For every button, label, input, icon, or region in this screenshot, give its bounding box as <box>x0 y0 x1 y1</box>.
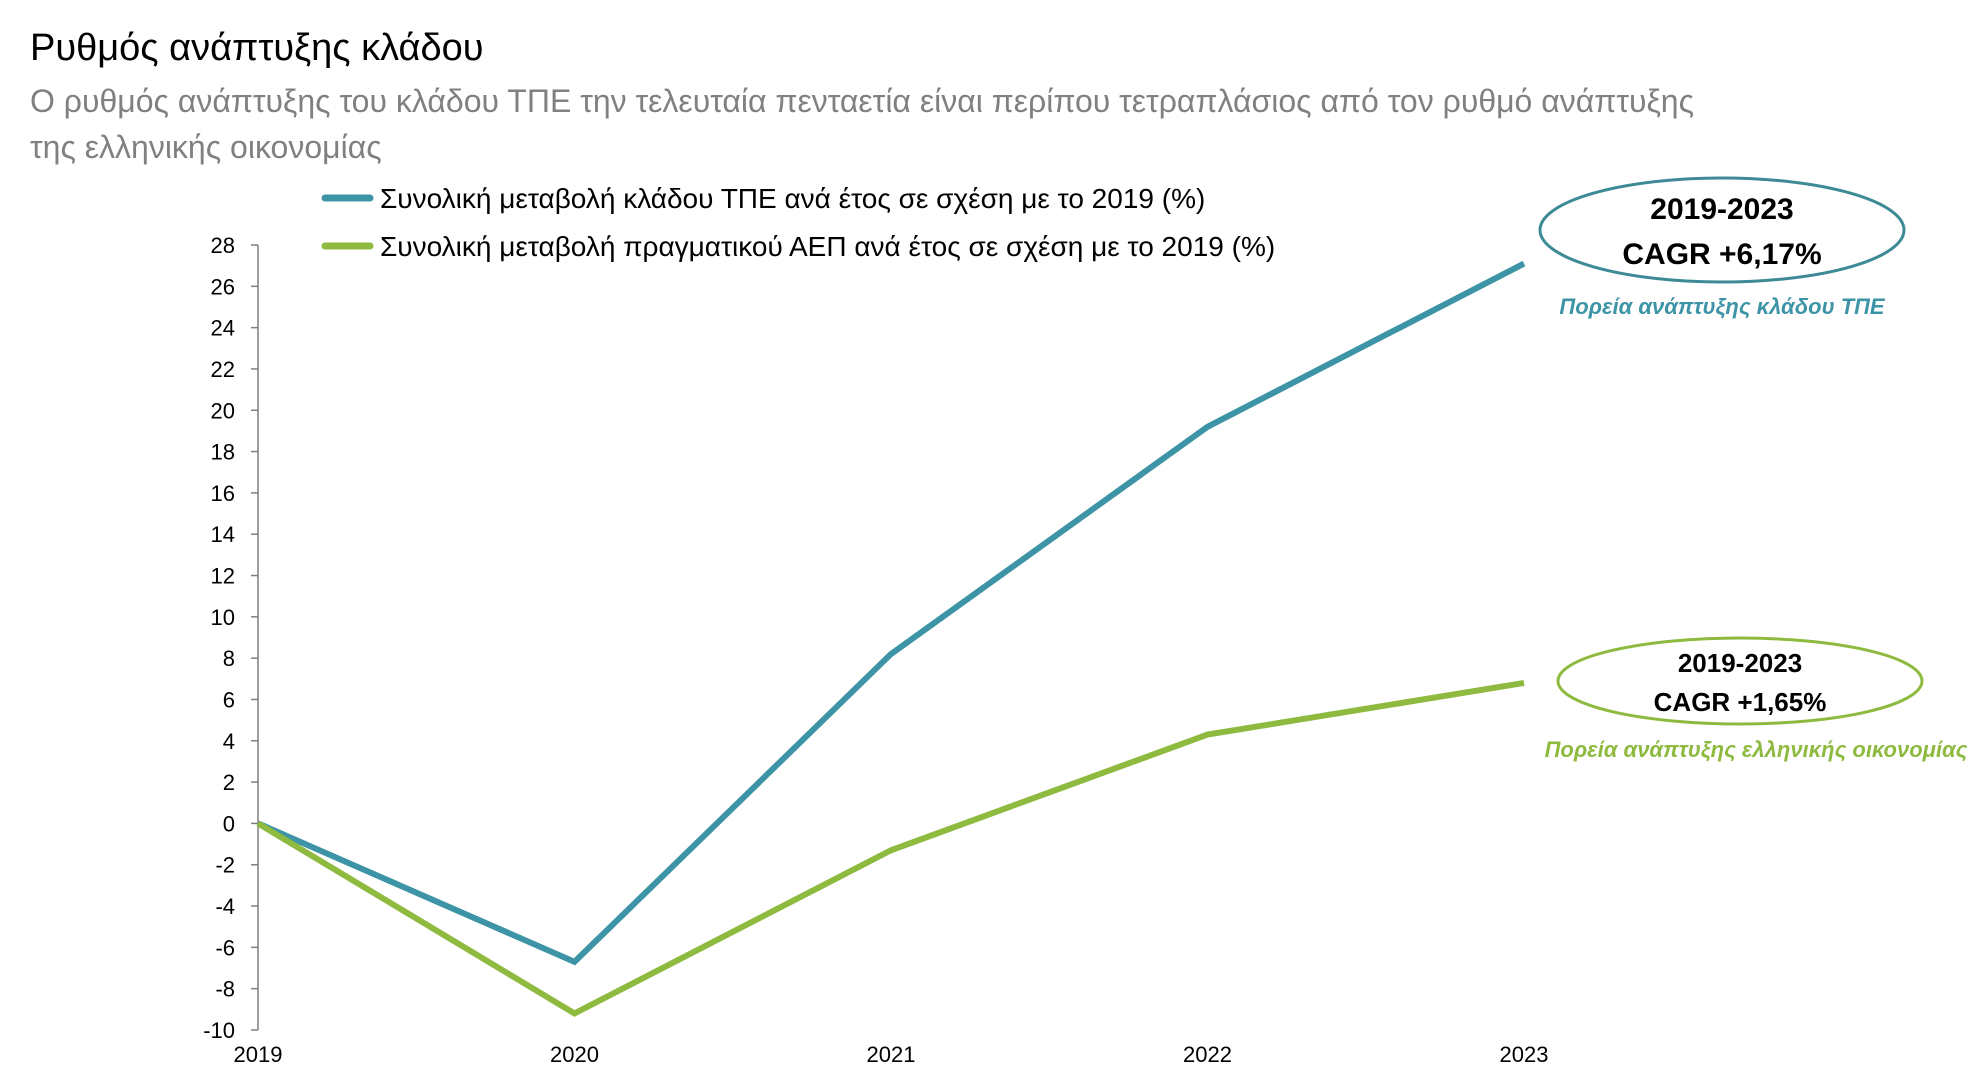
annotation-period-ict: 2019-2023 <box>1650 193 1793 226</box>
annotation-period-gdp: 2019-2023 <box>1678 648 1802 678</box>
y-tick-label: 26 <box>211 274 235 299</box>
y-tick-label: 18 <box>211 440 235 465</box>
y-tick-label: -8 <box>215 977 235 1002</box>
series-lines <box>256 260 1526 1017</box>
y-tick-label: 24 <box>211 316 235 341</box>
legend-label-ict: Συνολική μεταβολή κλάδου ΤΠΕ ανά έτος σε… <box>380 183 1205 214</box>
y-tick-label: 22 <box>211 357 235 382</box>
series-line-ict <box>256 260 1526 966</box>
y-tick-label: 6 <box>223 687 235 712</box>
y-tick-label: 2 <box>223 770 235 795</box>
annotation-caption-gdp: Πορεία ανάπτυξης ελληνικής οικονομίας <box>1545 737 1968 762</box>
y-tick-label: 20 <box>211 398 235 423</box>
axes: 2826242220181614121086420-2-4-6-8-102019… <box>203 233 1548 1067</box>
chart-subtitle-line2: της ελληνικής οικονομίας <box>30 129 382 165</box>
annotation-ellipse-ict <box>1538 176 1906 284</box>
x-tick-label: 2021 <box>867 1042 916 1067</box>
y-tick-label: -4 <box>215 894 235 919</box>
annotation-caption-ict: Πορεία ανάπτυξης κλάδου ΤΠΕ <box>1559 294 1886 319</box>
y-tick-label: 16 <box>211 481 235 506</box>
series-line-gdp <box>256 679 1525 1017</box>
legend-label-gdp: Συνολική μεταβολή πραγματικού ΑΕΠ ανά έτ… <box>380 231 1275 262</box>
chart-subtitle-line1: Ο ρυθμός ανάπτυξης του κλάδου ΤΠΕ την τε… <box>30 83 1694 119</box>
y-tick-label: -6 <box>215 935 235 960</box>
y-tick-label: 8 <box>223 646 235 671</box>
annotation-ellipse-gdp <box>1556 636 1924 726</box>
x-tick-label: 2019 <box>234 1042 283 1067</box>
y-tick-label: 14 <box>211 522 235 547</box>
y-tick-label: 0 <box>223 811 235 836</box>
x-tick-label: 2023 <box>1500 1042 1549 1067</box>
annotation-cagr-gdp: CAGR +1,65% <box>1654 687 1827 717</box>
y-tick-label: 28 <box>211 233 235 258</box>
y-tick-label: -2 <box>215 853 235 878</box>
x-tick-label: 2022 <box>1183 1042 1232 1067</box>
y-tick-label: -10 <box>203 1018 235 1043</box>
y-tick-label: 12 <box>211 564 235 589</box>
x-tick-label: 2020 <box>550 1042 599 1067</box>
y-tick-label: 4 <box>223 729 235 754</box>
annotation-cagr-ict: CAGR +6,17% <box>1622 238 1821 271</box>
chart-title: Ρυθμός ανάπτυξης κλάδου <box>30 27 484 69</box>
y-tick-label: 10 <box>211 605 235 630</box>
